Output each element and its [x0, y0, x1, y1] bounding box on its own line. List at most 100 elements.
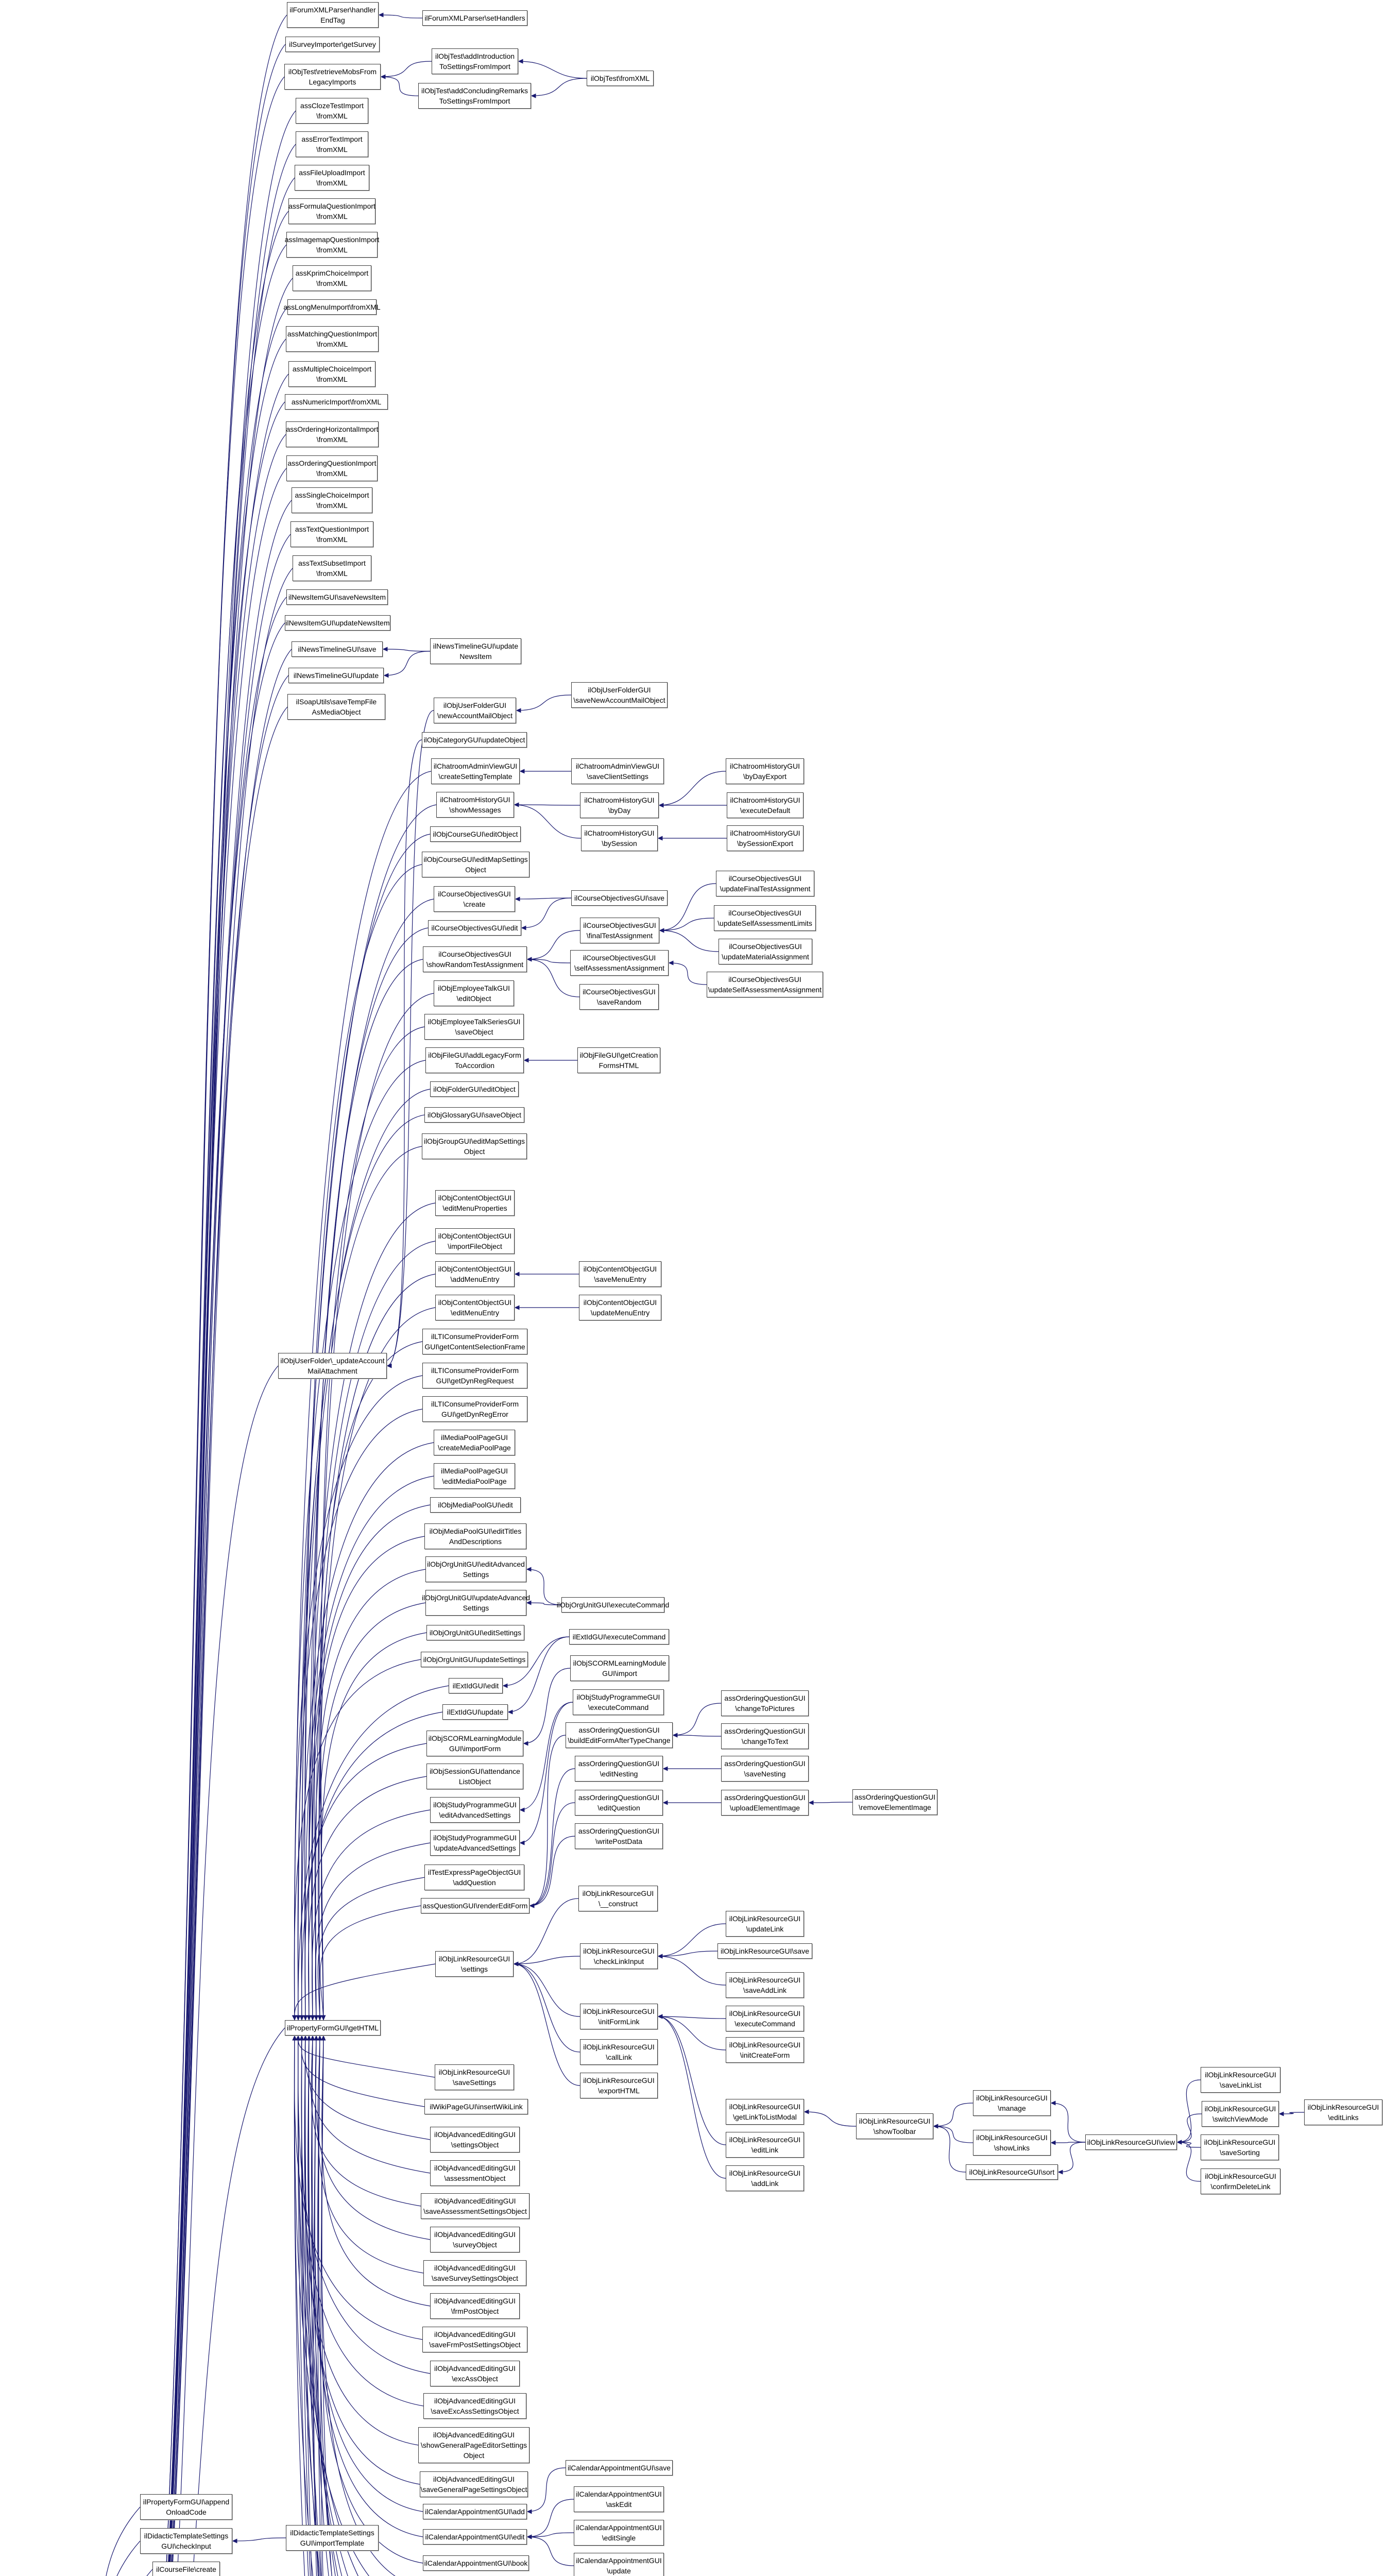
graph-node[interactable]: ilCourseFile\create [152, 2562, 220, 2576]
graph-node[interactable]: ilExtIdGUI\edit [449, 1678, 503, 1693]
graph-node[interactable]: ilExtIdGUI\update [442, 1704, 508, 1720]
graph-node[interactable]: ilObjOrgUnitGUI\executeCommand [557, 1597, 669, 1613]
graph-node[interactable]: ilObjEmployeeTalkSeriesGUI \saveObject [424, 1014, 524, 1040]
graph-node[interactable]: ilObjLinkResourceGUI\view [1085, 2134, 1177, 2150]
graph-node[interactable]: ilObjLinkResourceGUI \switchViewMode [1202, 2101, 1279, 2127]
graph-node[interactable]: ilChatroomHistoryGUI \byDay [580, 792, 659, 818]
graph-node[interactable]: assMatchingQuestionImport \fromXML [286, 326, 379, 352]
graph-node[interactable]: ilObjAdvancedEditingGUI \saveFrmPostSetti… [422, 2327, 527, 2352]
graph-node[interactable]: ilTestExpressPageObjectGUI \addQuestion [424, 1865, 524, 1890]
graph-node[interactable]: ilObjLinkResourceGUI \showToolbar [856, 2113, 933, 2139]
graph-node[interactable]: ilDidacticTemplateSettings GUI\checkInput [140, 2528, 232, 2554]
graph-node[interactable]: assTextSubsetImport \fromXML [293, 555, 371, 581]
graph-node[interactable]: ilObjLinkResourceGUI \saveAddLink [726, 1972, 804, 1998]
graph-node[interactable]: ilObjLinkResourceGUI \saveLinkList [1201, 2067, 1280, 2093]
graph-node[interactable]: assImagemapQuestionImport \fromXML [285, 232, 379, 258]
graph-node[interactable]: ilObjAdvancedEditingGUI \surveyObject [430, 2227, 520, 2252]
graph-node[interactable]: ilObjTest\addIntroduction ToSettingsFromI… [432, 48, 518, 74]
graph-node[interactable]: ilObjSessionGUI\attendance ListObject [426, 1764, 523, 1789]
graph-node[interactable]: ilObjUserFolderGUI \saveNewAccountMailObj… [571, 682, 668, 708]
graph-node[interactable]: ilLTIConsumeProviderForm GUI\getDynRegErr… [422, 1396, 527, 1422]
graph-node[interactable]: ilObjStudyProgrammeGUI \executeCommand [573, 1689, 664, 1715]
graph-node[interactable]: ilNewsItemGUI\saveNewsItem [286, 589, 388, 605]
graph-node[interactable]: ilObjLinkResourceGUI \checkLinkInput [580, 1943, 658, 1969]
graph-node[interactable]: assMultipleChoiceImport \fromXML [288, 361, 375, 387]
graph-node[interactable]: ilObjOrgUnitGUI\editAdvanced Settings [425, 1556, 526, 1582]
graph-node[interactable]: ilObjLinkResourceGUI \confirmDeleteLink [1201, 2168, 1280, 2194]
graph-node[interactable]: ilObjAdvancedEditingGUI \settingsObject [430, 2127, 520, 2153]
graph-node[interactable]: ilObjLinkResourceGUI \getLinkToListModal [726, 2099, 804, 2125]
graph-node[interactable]: ilCourseObjectivesGUI \finalTestAssignmen… [580, 918, 659, 943]
graph-node[interactable]: ilObjLinkResourceGUI \initFormLink [580, 2004, 658, 2029]
graph-node[interactable]: assOrderingHorizontalImport \fromXML [286, 421, 379, 447]
graph-node[interactable]: ilObjAdvancedEditingGUI \assessmentObject [430, 2160, 520, 2186]
graph-node[interactable]: ilObjFolderGUI\editObject [430, 1081, 519, 1097]
graph-node[interactable]: ilCourseObjectivesGUI \create [434, 886, 515, 912]
graph-node[interactable]: ilObjTest\fromXML [587, 71, 654, 86]
graph-node[interactable]: ilObjLinkResourceGUI \manage [973, 2090, 1051, 2116]
graph-node[interactable]: ilObjStudyProgrammeGUI \editAdvancedSetti… [430, 1797, 520, 1823]
graph-node[interactable]: ilObjContentObjectGUI \addMenuEntry [435, 1261, 515, 1287]
graph-node[interactable]: ilCalendarAppointmentGUI\add [423, 2504, 527, 2519]
graph-node[interactable]: ilLTIConsumeProviderForm GUI\getContentSe… [422, 1329, 527, 1354]
graph-node[interactable]: ilChatroomHistoryGUI \showMessages [436, 792, 514, 818]
graph-node[interactable]: ilObjSCORMLearningModule GUI\import [570, 1655, 669, 1681]
graph-node[interactable]: ilObjContentObjectGUI \saveMenuEntry [579, 1261, 661, 1287]
graph-node[interactable]: ilObjCategoryGUI\updateObject [422, 732, 527, 748]
graph-node[interactable]: ilPropertyFormGUI\append OnloadCode [140, 2494, 232, 2520]
graph-node[interactable]: ilObjLinkResourceGUI \showLinks [973, 2130, 1051, 2156]
graph-node[interactable]: ilObjAdvancedEditingGUI \showGeneralPageE… [418, 2427, 529, 2463]
graph-node[interactable]: ilObjContentObjectGUI \importFileObject [435, 1228, 515, 1254]
hub-node[interactable]: ilPropertyFormGUI\getHTML [285, 2020, 381, 2036]
graph-node[interactable]: ilObjAdvancedEditingGUI \excAssObject [430, 2361, 520, 2386]
graph-node[interactable]: ilNewsItemGUI\updateNewsItem [285, 615, 390, 631]
graph-node[interactable]: assSingleChoiceImport \fromXML [292, 487, 372, 513]
graph-node[interactable]: ilObjFileGUI\getCreation FormsHTML [577, 1047, 660, 1073]
graph-node[interactable]: ilObjLinkResourceGUI \saveSorting [1201, 2134, 1279, 2160]
graph-node[interactable]: ilObjLinkResourceGUI \callLink [580, 2039, 658, 2065]
graph-node[interactable]: ilObjStudyProgrammeGUI \updateAdvancedSet… [430, 1830, 520, 1856]
graph-node[interactable]: ilObjLinkResourceGUI \saveSettings [435, 2064, 514, 2090]
graph-node[interactable]: ilCourseObjectivesGUI \saveRandom [579, 984, 659, 1010]
graph-node[interactable]: ilObjContentObjectGUI \editMenuProperties [435, 1190, 515, 1216]
graph-node[interactable]: ilObjCourseGUI\editObject [430, 826, 521, 842]
graph-node[interactable]: ilObjLinkResourceGUI \addLink [726, 2165, 804, 2191]
graph-node[interactable]: ilCalendarAppointmentGUI\edit [423, 2529, 527, 2545]
graph-node[interactable]: ilObjLinkResourceGUI \updateLink [726, 1911, 804, 1937]
graph-node[interactable]: ilForumXMLParser\setHandlers [422, 10, 527, 26]
graph-node[interactable]: ilChatroomAdminViewGUI \saveClientSetting… [571, 758, 664, 784]
graph-node[interactable]: assOrderingQuestionGUI \uploadElementImag… [721, 1790, 809, 1816]
graph-node[interactable]: assFormulaQuestionImport \fromXML [288, 198, 375, 224]
graph-node[interactable]: ilObjTest\retrieveMobsFrom LegacyImports [284, 64, 381, 90]
graph-node[interactable]: assNumericImport\fromXML [285, 394, 388, 410]
graph-node[interactable]: ilCalendarAppointmentGUI \askEdit [574, 2486, 664, 2512]
graph-node[interactable]: assOrderingQuestionGUI \buildEditFormAfte… [566, 1722, 673, 1748]
graph-node[interactable]: ilObjAdvancedEditingGUI \frmPostObject [430, 2293, 520, 2319]
graph-node[interactable]: assQuestionGUI\renderEditForm [421, 1898, 529, 1913]
graph-node[interactable]: assFileUploadImport \fromXML [295, 165, 369, 191]
graph-node[interactable]: ilLTIConsumeProviderForm GUI\getDynRegReq… [422, 1363, 527, 1388]
graph-node[interactable]: assOrderingQuestionGUI \removeElementImag… [852, 1789, 937, 1815]
graph-node[interactable]: ilObjLinkResourceGUI \executeCommand [726, 2006, 804, 2031]
graph-node[interactable]: ilObjOrgUnitGUI\updateAdvanced Settings [422, 1590, 530, 1616]
graph-node[interactable]: ilChatroomHistoryGUI \byDayExport [726, 758, 804, 784]
graph-node[interactable]: ilObjLinkResourceGUI\sort [966, 2164, 1058, 2180]
graph-node[interactable]: assOrderingQuestionGUI \changeToPictures [721, 1690, 809, 1716]
graph-node[interactable]: assErrorTextImport \fromXML [296, 131, 368, 157]
graph-node[interactable]: ilChatroomHistoryGUI \executeDefault [727, 792, 803, 818]
graph-node[interactable]: ilObjEmployeeTalkGUI \editObject [434, 980, 514, 1006]
graph-node[interactable]: ilObjUserFolderGUI \newAccountMailObject [434, 698, 516, 723]
graph-node[interactable]: ilChatroomAdminViewGUI \createSettingTemp… [431, 758, 520, 784]
graph-node[interactable]: ilChatroomHistoryGUI \bySessionExport [727, 825, 803, 851]
graph-node[interactable]: assTextQuestionImport \fromXML [290, 521, 373, 547]
graph-node[interactable]: ilNewsTimelineGUI\save [292, 641, 383, 657]
graph-node[interactable]: ilForumXMLParser\handler EndTag [287, 2, 379, 28]
graph-node[interactable]: ilCalendarAppointmentGUI \update [574, 2553, 664, 2576]
graph-node[interactable]: ilMediaPoolPageGUI \createMediaPoolPage [434, 1430, 515, 1455]
graph-node[interactable]: ilNewsTimelineGUI\update NewsItem [430, 638, 521, 664]
graph-node[interactable]: ilObjContentObjectGUI \editMenuEntry [435, 1295, 515, 1320]
graph-node[interactable]: ilObjOrgUnitGUI\updateSettings [421, 1652, 528, 1667]
graph-node[interactable]: ilCourseObjectivesGUI\save [571, 890, 668, 906]
graph-node[interactable]: ilObjAdvancedEditingGUI \saveGeneralPageS… [420, 2471, 528, 2497]
graph-node[interactable]: ilObjUserFolder\_updateAccount MailAttach… [278, 1353, 387, 1379]
